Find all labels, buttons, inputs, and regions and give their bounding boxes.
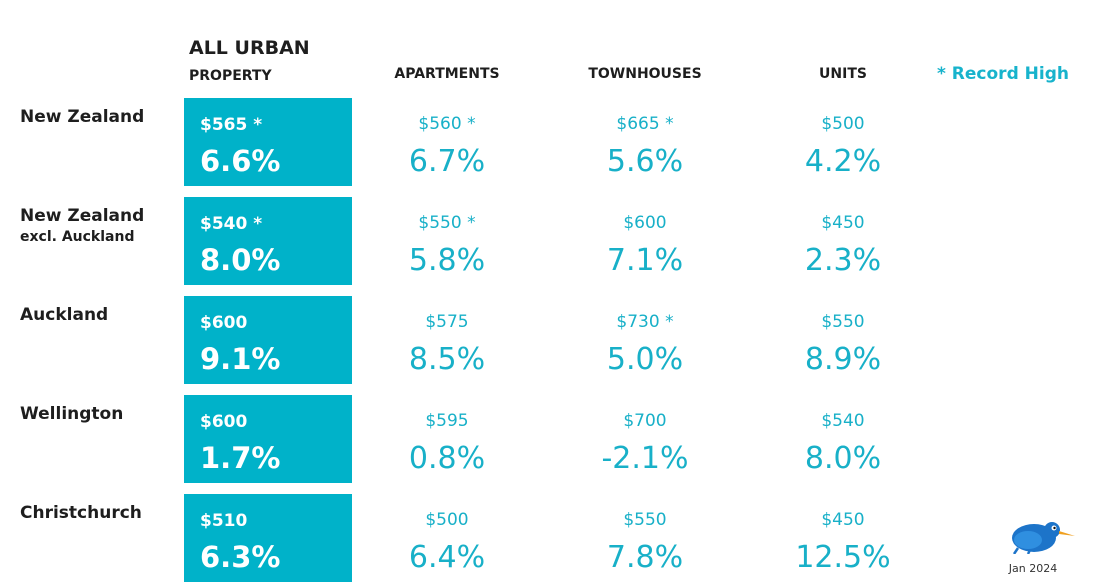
all-urban-cell: $600 1.7%	[184, 395, 352, 483]
header-property: PROPERTY	[189, 68, 272, 84]
all-urban-cell: $600 9.1%	[184, 296, 352, 384]
annual-change-value: 12.5%	[795, 540, 891, 575]
annual-change-value: 7.1%	[606, 243, 684, 278]
units-cell: $550 8.9%	[743, 312, 943, 378]
median-rent-value: $500	[821, 114, 865, 134]
annual-change-value: 8.0%	[804, 441, 882, 476]
header-all-urban: ALL URBAN	[189, 37, 310, 59]
median-rent-value: $665 *	[616, 114, 674, 134]
all-urban-cell: $565 * 6.6%	[184, 98, 352, 186]
median-rent-value: $550 *	[418, 213, 476, 233]
townhouses-cell: $730 * 5.0%	[545, 312, 745, 378]
median-rent-value: $565 *	[200, 115, 263, 135]
units-cell: $540 8.0%	[743, 411, 943, 477]
region-name: Auckland	[20, 305, 109, 325]
units-cell: $500 4.2%	[743, 114, 943, 180]
annual-change-value: 1.7%	[200, 441, 281, 475]
townhouses-cell: $600 7.1%	[545, 213, 745, 279]
median-rent-value: $575	[425, 312, 469, 332]
median-rent-value: $595	[425, 411, 469, 431]
apartments-cell: $560 * 6.7%	[347, 114, 547, 180]
apartments-cell: $500 6.4%	[347, 510, 547, 576]
header-apartments: APARTMENTS	[394, 66, 500, 82]
apartments-cell: $550 * 5.8%	[347, 213, 547, 279]
median-rent-value: $600	[200, 313, 248, 333]
annual-change-value: 2.3%	[804, 243, 882, 278]
units-cell: $450 12.5%	[743, 510, 943, 576]
townhouses-cell: $550 7.8%	[545, 510, 745, 576]
median-rent-value: $560 *	[418, 114, 476, 134]
region-name: New Zealand	[20, 206, 145, 226]
median-rent-value: $510	[200, 511, 248, 531]
region-name: Christchurch	[20, 503, 142, 523]
region-subtitle: excl. Auckland	[20, 229, 135, 245]
median-rent-value: $500	[425, 510, 469, 530]
annual-change-value: 7.8%	[606, 540, 684, 575]
median-rent-value: $600	[200, 412, 248, 432]
median-rent-value: $550	[821, 312, 865, 332]
annual-change-value: 8.5%	[408, 342, 486, 377]
region-label: Wellington	[20, 403, 123, 425]
townhouses-cell: $700 -2.1%	[545, 411, 745, 477]
all-urban-cell: $540 * 8.0%	[184, 197, 352, 285]
region-label: Christchurch	[20, 502, 142, 524]
annual-change-value: 0.8%	[408, 441, 486, 476]
header-townhouses: TOWNHOUSES	[588, 66, 702, 82]
median-rent-value: $450	[821, 213, 865, 233]
units-cell: $450 2.3%	[743, 213, 943, 279]
median-rent-value: $550	[623, 510, 667, 530]
annual-change-value: 6.7%	[408, 144, 486, 179]
record-high-note: * Record High	[937, 64, 1069, 84]
annual-change-value: 8.0%	[200, 243, 281, 277]
median-rent-value: $700	[623, 411, 667, 431]
annual-change-value: 6.3%	[200, 540, 281, 574]
apartments-cell: $575 8.5%	[347, 312, 547, 378]
report-date: Jan 2024	[1008, 562, 1058, 575]
median-rent-value: $600	[623, 213, 667, 233]
annual-change-value: 4.2%	[804, 144, 882, 179]
all-urban-cell: $510 6.3%	[184, 494, 352, 582]
annual-change-value: 8.9%	[804, 342, 882, 377]
kiwi-bird-icon	[1012, 522, 1075, 554]
annual-change-value: 9.1%	[200, 342, 281, 376]
header-units: UNITS	[819, 66, 867, 82]
townhouses-cell: $665 * 5.6%	[545, 114, 745, 180]
annual-change-value: 5.0%	[606, 342, 684, 377]
region-label: New Zealand excl. Auckland	[20, 205, 144, 247]
annual-change-value: 5.6%	[606, 144, 684, 179]
annual-change-value: 6.6%	[200, 144, 281, 178]
annual-change-value: 5.8%	[408, 243, 486, 278]
region-name: New Zealand	[20, 107, 145, 127]
region-name: Wellington	[20, 404, 124, 424]
annual-change-value: 6.4%	[408, 540, 486, 575]
median-rent-value: $450	[821, 510, 865, 530]
region-label: New Zealand	[20, 106, 144, 128]
region-label: Auckland	[20, 304, 108, 326]
median-rent-value: $540 *	[200, 214, 263, 234]
median-rent-value: $730 *	[616, 312, 674, 332]
apartments-cell: $595 0.8%	[347, 411, 547, 477]
annual-change-value: -2.1%	[601, 441, 689, 476]
median-rent-value: $540	[821, 411, 865, 431]
